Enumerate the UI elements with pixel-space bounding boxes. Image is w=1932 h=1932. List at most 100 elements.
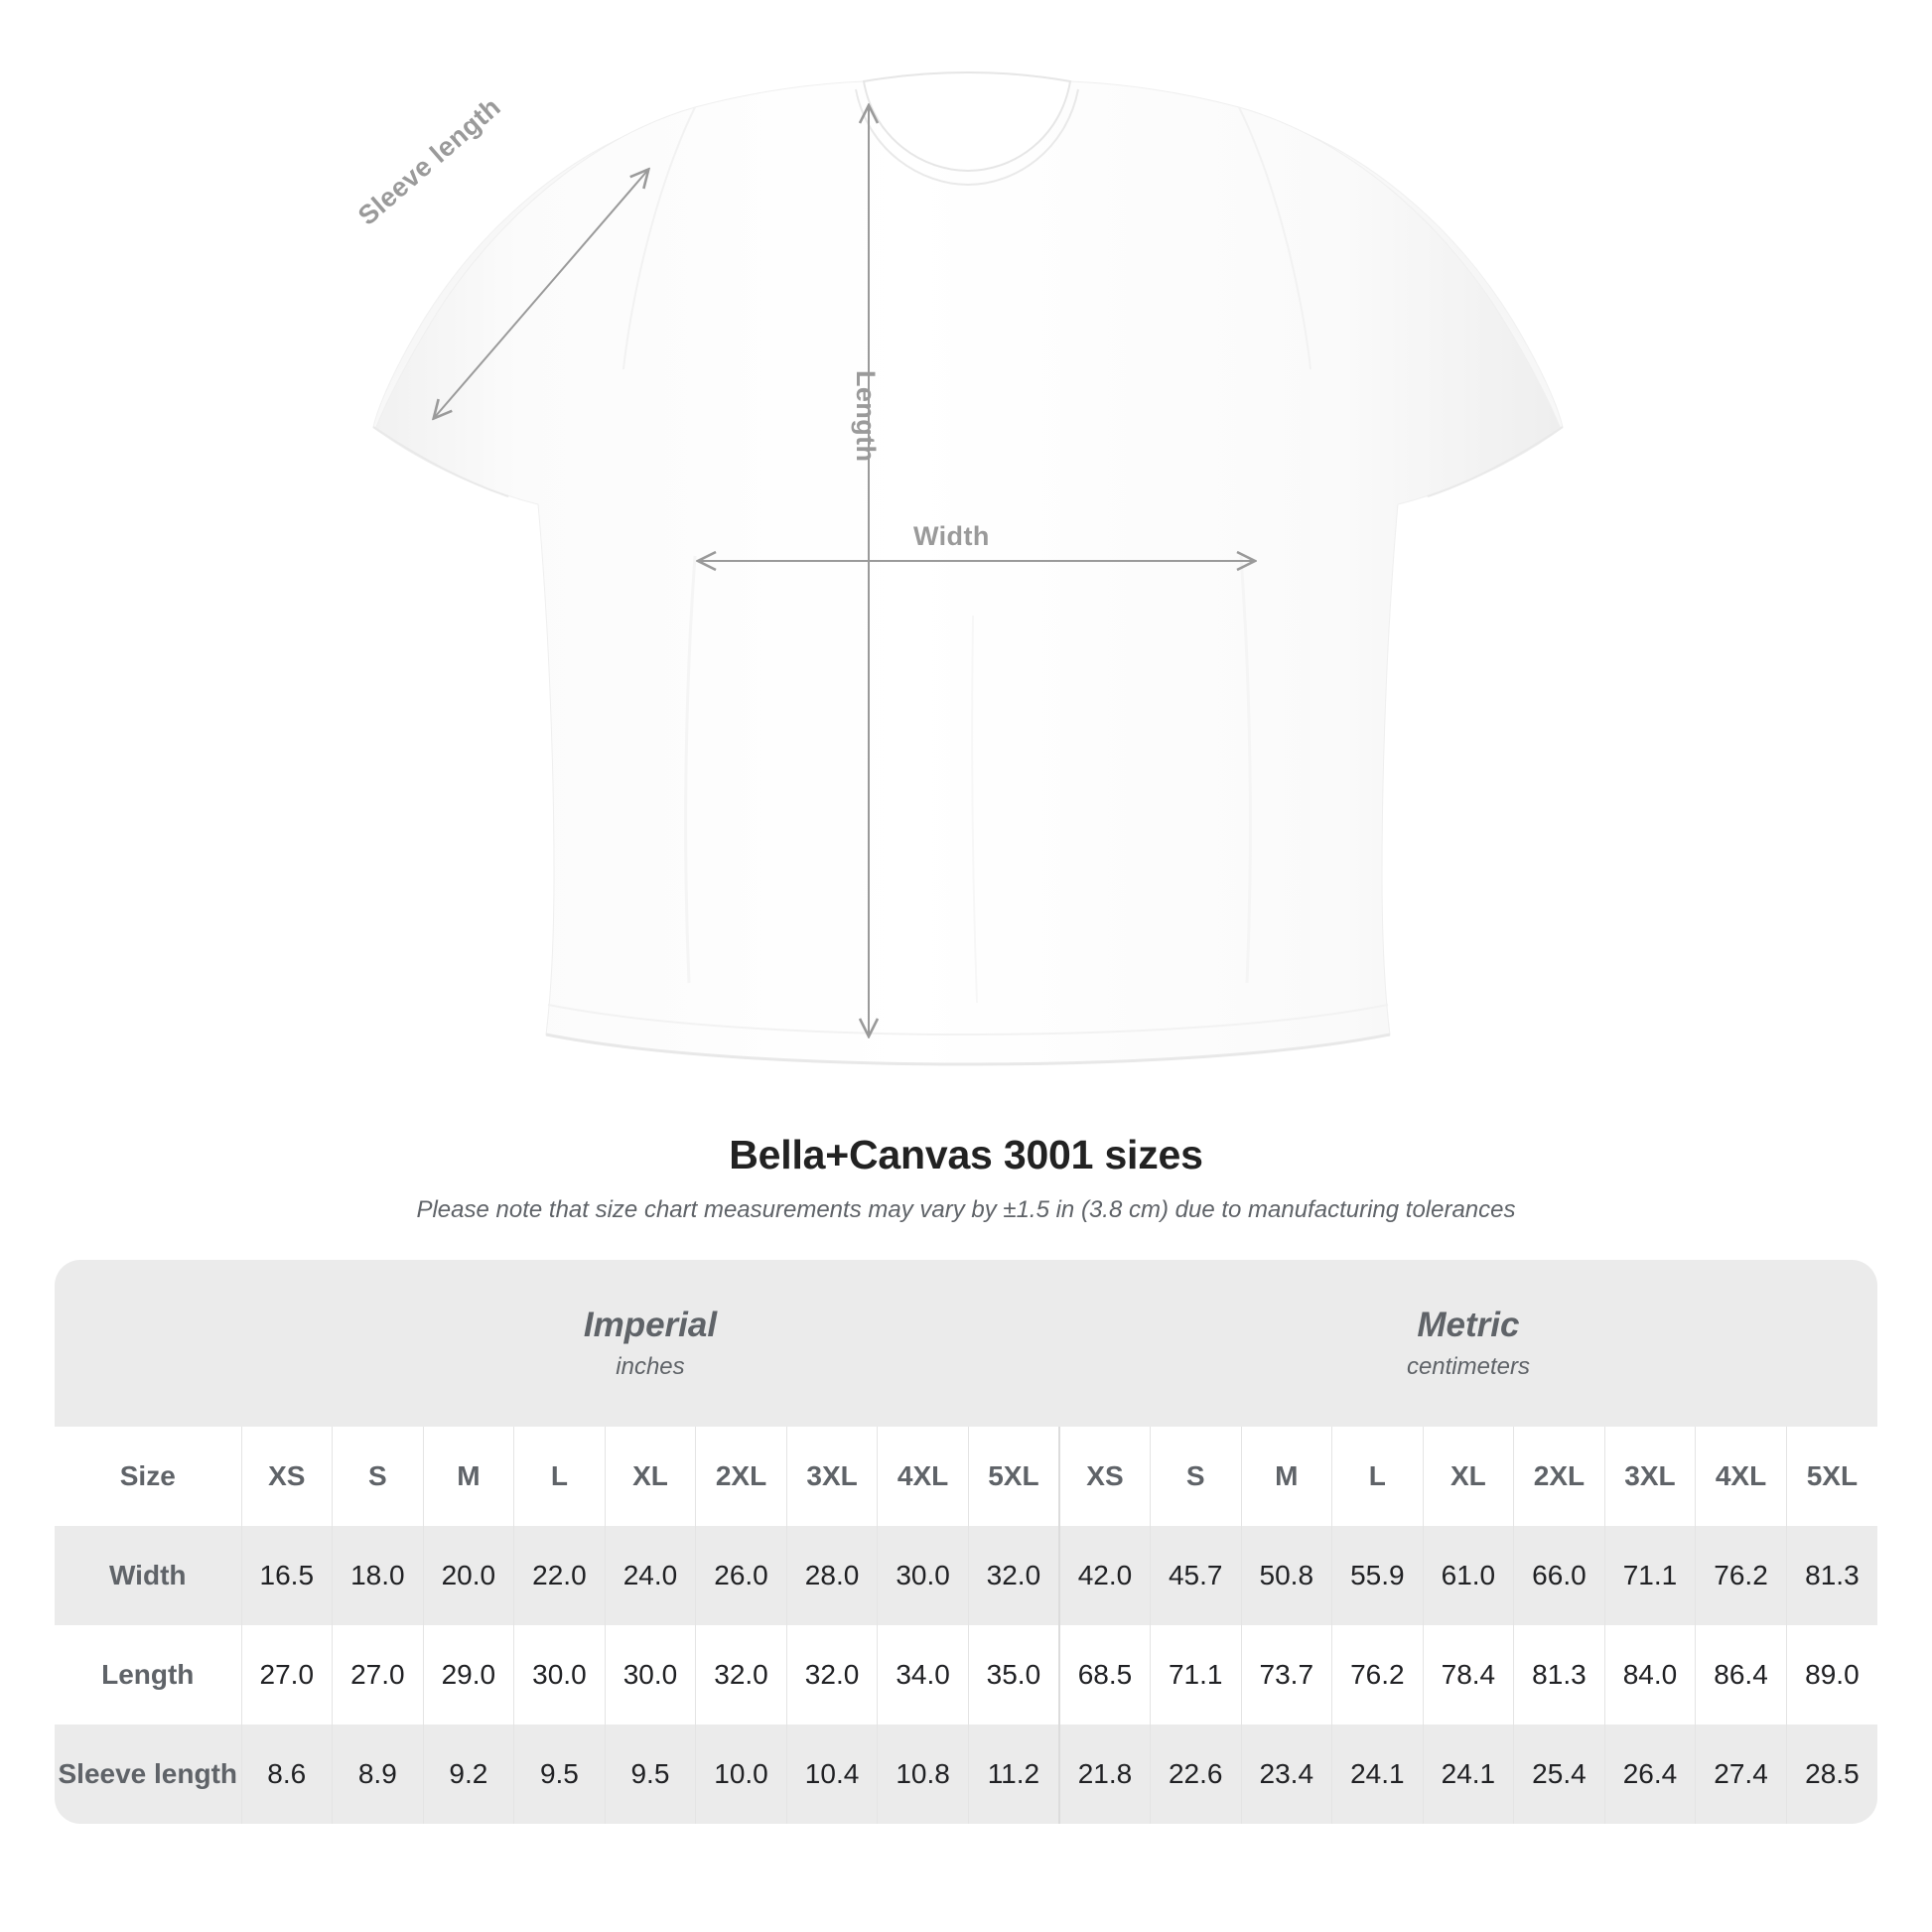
tshirt-illustration bbox=[372, 70, 1564, 1066]
unit-header-spacer bbox=[55, 1260, 241, 1427]
measurement-cell: 22.6 bbox=[1149, 1725, 1242, 1824]
size-header-row: Size XS S M L XL 2XL 3XL 4XL 5XL XS S M L XL 2XL 3XL 4XL 5… bbox=[55, 1427, 1877, 1526]
size-column-header: XS bbox=[1057, 1427, 1151, 1526]
measurement-cell: 27.4 bbox=[1695, 1725, 1787, 1824]
size-column-header: 2XL bbox=[695, 1427, 787, 1526]
size-column-header: 4XL bbox=[1695, 1427, 1787, 1526]
measurement-cell: 9.2 bbox=[422, 1725, 514, 1824]
tshirt-shape bbox=[372, 70, 1564, 1066]
measurement-cell: 55.9 bbox=[1331, 1526, 1424, 1625]
measurement-cell: 24.0 bbox=[604, 1526, 696, 1625]
measurement-cell: 71.1 bbox=[1603, 1526, 1696, 1625]
table-row: Sleeve length 8.6 8.9 9.2 9.5 9.5 10.0 10.4 10.8… bbox=[55, 1725, 1877, 1824]
measurement-cell: 20.0 bbox=[422, 1526, 514, 1625]
size-column-header: S bbox=[332, 1427, 424, 1526]
size-column-header: L bbox=[513, 1427, 606, 1526]
measurement-cell: 34.0 bbox=[877, 1625, 969, 1725]
measurement-cell: 66.0 bbox=[1513, 1526, 1605, 1625]
measurement-cell: 10.8 bbox=[877, 1725, 969, 1824]
unit-group-metric: Metric centimeters bbox=[1058, 1260, 1877, 1427]
measurement-cell: 35.0 bbox=[967, 1625, 1059, 1725]
size-column-header: M bbox=[1240, 1427, 1332, 1526]
measurement-cell: 27.0 bbox=[240, 1625, 333, 1725]
measurement-cell: 8.9 bbox=[332, 1725, 424, 1824]
measurement-cell: 9.5 bbox=[604, 1725, 696, 1824]
measurement-cell: 21.8 bbox=[1057, 1725, 1151, 1824]
measurement-cell: 24.1 bbox=[1422, 1725, 1514, 1824]
size-column-header: M bbox=[422, 1427, 514, 1526]
measurement-cell: 76.2 bbox=[1331, 1625, 1424, 1725]
measurement-cell: 89.0 bbox=[1785, 1625, 1877, 1725]
measurement-cell: 42.0 bbox=[1057, 1526, 1151, 1625]
measurement-cell: 45.7 bbox=[1149, 1526, 1242, 1625]
measurement-cell: 16.5 bbox=[240, 1526, 333, 1625]
measurement-cell: 81.3 bbox=[1785, 1526, 1877, 1625]
table-row: Length 27.0 27.0 29.0 30.0 30.0 32.0 32.0 34.0 35… bbox=[55, 1625, 1877, 1725]
unit-group-imperial: Imperial inches bbox=[241, 1260, 1059, 1427]
measurement-row-label: Width bbox=[55, 1526, 241, 1625]
measurement-cell: 32.0 bbox=[785, 1625, 878, 1725]
measurement-cell: 81.3 bbox=[1513, 1625, 1605, 1725]
size-column-header: 2XL bbox=[1513, 1427, 1605, 1526]
size-column-header: 3XL bbox=[785, 1427, 878, 1526]
measurement-cell: 27.0 bbox=[332, 1625, 424, 1725]
measurement-cell: 30.0 bbox=[877, 1526, 969, 1625]
measurement-cell: 73.7 bbox=[1240, 1625, 1332, 1725]
size-column-header: L bbox=[1331, 1427, 1424, 1526]
size-table-container: Imperial inches Metric centimeters Size XS S M L… bbox=[55, 1260, 1877, 1824]
measurement-cell: 71.1 bbox=[1149, 1625, 1242, 1725]
sleeve-dimension-arrow bbox=[435, 171, 647, 417]
page-title: Bella+Canvas 3001 sizes bbox=[729, 1132, 1203, 1177]
measurement-cell: 32.0 bbox=[695, 1625, 787, 1725]
size-chart-table: Imperial inches Metric centimeters Size XS S M L… bbox=[55, 1260, 1877, 1824]
width-label: Width bbox=[913, 521, 990, 551]
unit-group-subtitle: centimeters bbox=[1406, 1353, 1530, 1381]
size-column-header: 5XL bbox=[967, 1427, 1059, 1526]
measurement-cell: 25.4 bbox=[1513, 1725, 1605, 1824]
size-column-header: 5XL bbox=[1785, 1427, 1877, 1526]
measurement-cell: 28.5 bbox=[1785, 1725, 1877, 1824]
size-column-header: 4XL bbox=[877, 1427, 969, 1526]
measurement-cell: 84.0 bbox=[1603, 1625, 1696, 1725]
measurement-cell: 24.1 bbox=[1331, 1725, 1424, 1824]
measurement-cell: 18.0 bbox=[332, 1526, 424, 1625]
unit-group-name: Imperial bbox=[583, 1305, 718, 1344]
measurement-cell: 8.6 bbox=[240, 1725, 333, 1824]
measurement-cell: 10.0 bbox=[695, 1725, 787, 1824]
measurement-cell: 22.0 bbox=[513, 1526, 606, 1625]
size-column-header: XL bbox=[604, 1427, 696, 1526]
measurement-cell: 86.4 bbox=[1695, 1625, 1787, 1725]
table-row: Width 16.5 18.0 20.0 22.0 24.0 26.0 28.0 30.0 32.… bbox=[55, 1526, 1877, 1625]
measurement-cell: 68.5 bbox=[1057, 1625, 1151, 1725]
measurement-cell: 9.5 bbox=[513, 1725, 606, 1824]
size-column-header: 3XL bbox=[1603, 1427, 1696, 1526]
measurement-cell: 61.0 bbox=[1422, 1526, 1514, 1625]
measurement-cell: 30.0 bbox=[604, 1625, 696, 1725]
measurement-cell: 11.2 bbox=[967, 1725, 1059, 1824]
dimension-lines bbox=[435, 107, 1253, 1035]
measurement-cell: 30.0 bbox=[513, 1625, 606, 1725]
measurement-cell: 26.0 bbox=[695, 1526, 787, 1625]
measurement-cell: 76.2 bbox=[1695, 1526, 1787, 1625]
unit-header-row: Imperial inches Metric centimeters bbox=[55, 1260, 1877, 1427]
size-row-label: Size bbox=[55, 1427, 241, 1526]
measurement-cell: 78.4 bbox=[1422, 1625, 1514, 1725]
length-label: Length bbox=[851, 370, 881, 463]
size-column-header: S bbox=[1149, 1427, 1242, 1526]
size-column-header: XS bbox=[240, 1427, 333, 1526]
measurement-cell: 10.4 bbox=[785, 1725, 878, 1824]
unit-group-name: Metric bbox=[1417, 1305, 1520, 1344]
measurement-row-label: Length bbox=[55, 1625, 241, 1725]
shirt-figure: Sleeve length Length Width bbox=[352, 70, 1564, 1066]
tolerance-note: Please note that size chart measurements… bbox=[416, 1196, 1516, 1223]
measurement-cell: 29.0 bbox=[422, 1625, 514, 1725]
measurement-cell: 28.0 bbox=[785, 1526, 878, 1625]
measurement-cell: 23.4 bbox=[1240, 1725, 1332, 1824]
measurement-cell: 50.8 bbox=[1240, 1526, 1332, 1625]
measurement-cell: 32.0 bbox=[967, 1526, 1059, 1625]
title-block: Bella+Canvas 3001 sizes Please note that… bbox=[0, 1132, 1932, 1224]
size-column-header: XL bbox=[1422, 1427, 1514, 1526]
unit-group-subtitle: inches bbox=[616, 1353, 685, 1381]
measurement-row-label: Sleeve length bbox=[55, 1725, 241, 1824]
measurement-cell: 26.4 bbox=[1603, 1725, 1696, 1824]
